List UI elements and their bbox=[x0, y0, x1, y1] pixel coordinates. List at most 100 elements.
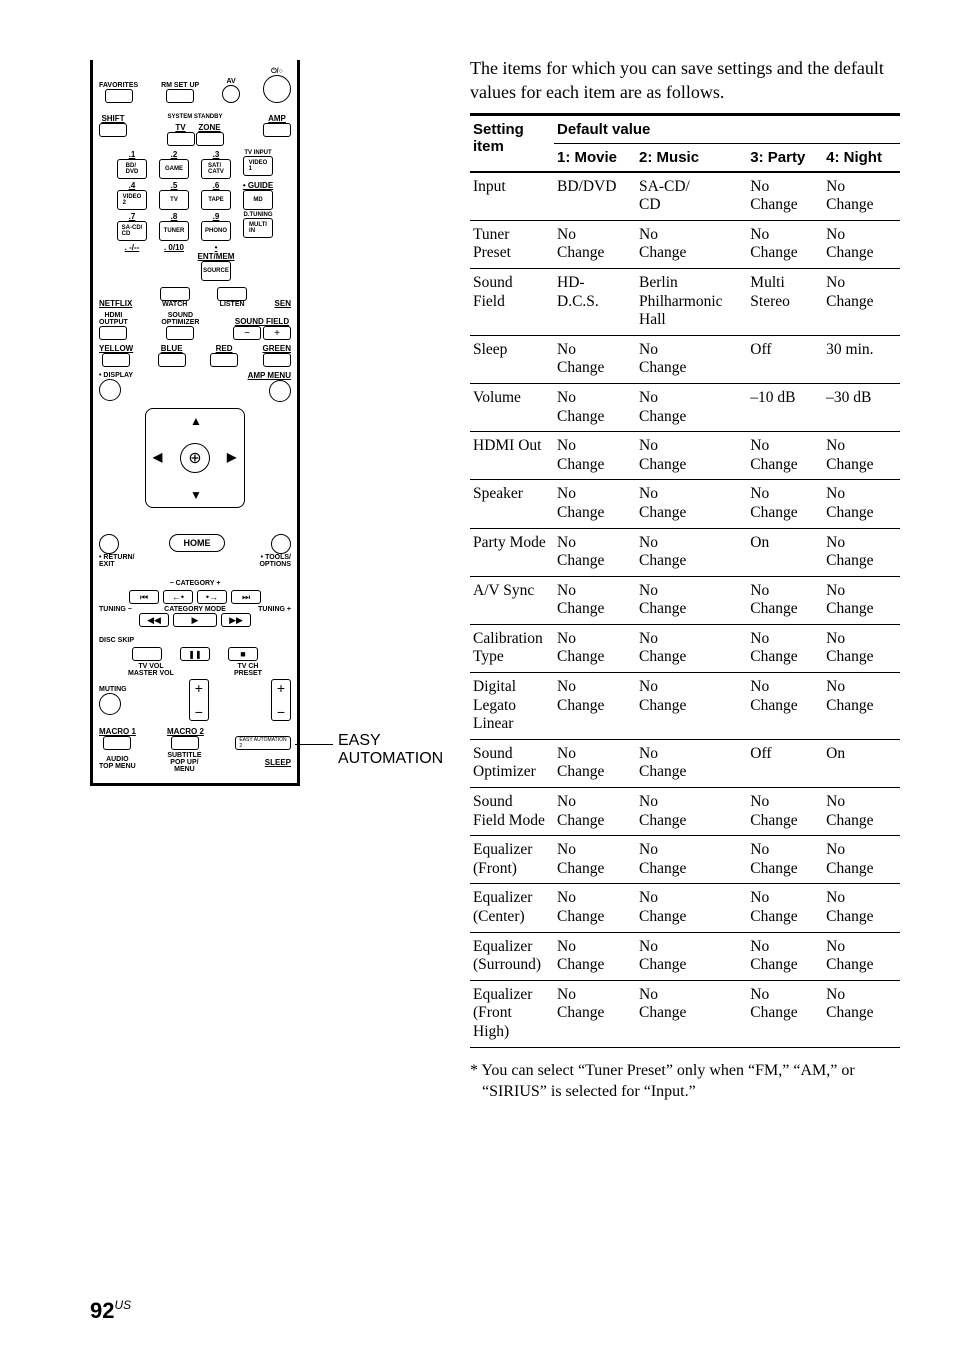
power-button bbox=[263, 75, 291, 103]
table-row: Tuner PresetNo ChangeNo ChangeNo ChangeN… bbox=[470, 220, 900, 268]
table-row: HDMI OutNo ChangeNo ChangeNo ChangeNo Ch… bbox=[470, 432, 900, 480]
listen-button bbox=[217, 287, 247, 301]
numpad-cell: . 0/10 bbox=[154, 243, 194, 281]
page-number: 92US bbox=[90, 1298, 131, 1324]
value-cell: No Change bbox=[747, 480, 823, 528]
table-row: Sound FieldHD- D.C.S.Berlin Philharmonic… bbox=[470, 268, 900, 335]
tools-button bbox=[271, 534, 291, 554]
numpad-cell: .3SAT/ CATV bbox=[196, 150, 236, 179]
tv-button bbox=[167, 132, 195, 146]
numpad-cell: .5TV bbox=[154, 181, 194, 210]
setting-item-cell: Party Mode bbox=[470, 528, 554, 576]
muting-button bbox=[99, 693, 121, 715]
value-cell: BD/DVD bbox=[554, 172, 636, 221]
setting-item-cell: Volume bbox=[470, 383, 554, 431]
col-group-header: Default value bbox=[554, 114, 900, 143]
numpad-button: VIDEO 1 bbox=[243, 156, 273, 176]
numpad-cell bbox=[238, 243, 278, 281]
value-cell: Off bbox=[747, 335, 823, 383]
value-cell: No Change bbox=[823, 172, 900, 221]
hdmi-output-button bbox=[99, 326, 127, 340]
numpad-cell: .2GAME bbox=[154, 150, 194, 179]
stop-button: ■ bbox=[228, 647, 258, 661]
value-cell: No Change bbox=[823, 673, 900, 740]
number-grid: .1BD/ DVD.2GAME.3SAT/ CATVTV INPUTVIDEO … bbox=[99, 150, 291, 281]
rm-setup-button bbox=[166, 89, 194, 103]
green-button bbox=[263, 353, 291, 367]
value-cell: No Change bbox=[636, 335, 747, 383]
dpad: ▲ ▼ ◀ ▶ ⊕ bbox=[135, 408, 255, 528]
value-cell: On bbox=[823, 739, 900, 787]
table-row: Equalizer (Center)No ChangeNo ChangeNo C… bbox=[470, 884, 900, 932]
numpad-button: MULTI IN bbox=[243, 218, 273, 238]
value-cell: SA-CD/ CD bbox=[636, 172, 747, 221]
value-cell: No Change bbox=[747, 172, 823, 221]
numpad-button: BD/ DVD bbox=[117, 159, 147, 179]
value-cell: No Change bbox=[823, 884, 900, 932]
value-cell: –30 dB bbox=[823, 383, 900, 431]
numpad-button: MD bbox=[243, 190, 273, 210]
value-cell: No Change bbox=[636, 673, 747, 740]
value-cell: No Change bbox=[747, 432, 823, 480]
value-cell: No Change bbox=[823, 624, 900, 672]
value-cell: No Change bbox=[823, 528, 900, 576]
value-cell: No Change bbox=[636, 432, 747, 480]
ffwd-button: ▶▶ bbox=[221, 613, 251, 627]
watch-button bbox=[160, 287, 190, 301]
value-cell: No Change bbox=[823, 268, 900, 335]
setting-item-cell: Equalizer (Center) bbox=[470, 884, 554, 932]
dpad-center-button: ⊕ bbox=[180, 443, 210, 473]
display-button bbox=[99, 379, 121, 401]
table-row: SleepNo ChangeNo ChangeOff30 min. bbox=[470, 335, 900, 383]
value-cell: No Change bbox=[823, 576, 900, 624]
numpad-button: PHONO bbox=[201, 221, 231, 241]
value-cell: No Change bbox=[747, 220, 823, 268]
value-cell: No Change bbox=[747, 836, 823, 884]
value-cell: No Change bbox=[823, 980, 900, 1047]
value-cell: No Change bbox=[823, 836, 900, 884]
blue-button bbox=[158, 353, 186, 367]
numpad-cell: .4VIDEO 2 bbox=[112, 181, 152, 210]
table-row: Equalizer (Front High)No ChangeNo Change… bbox=[470, 980, 900, 1047]
dpad-up-icon: ▲ bbox=[190, 414, 202, 428]
numpad-cell: .7SA-CD/ CD bbox=[112, 212, 152, 241]
value-cell: No Change bbox=[747, 673, 823, 740]
setting-item-cell: Equalizer (Front High) bbox=[470, 980, 554, 1047]
skip-prev-button: ⏮ bbox=[129, 590, 159, 604]
setting-item-cell: Sound Optimizer bbox=[470, 739, 554, 787]
value-cell: No Change bbox=[636, 884, 747, 932]
yellow-button bbox=[102, 353, 130, 367]
value-cell: No Change bbox=[554, 932, 636, 980]
value-cell: No Change bbox=[823, 932, 900, 980]
value-cell: No Change bbox=[747, 932, 823, 980]
numpad-button: TV bbox=[159, 190, 189, 210]
sound-optimizer-button bbox=[166, 326, 194, 340]
value-cell: No Change bbox=[823, 480, 900, 528]
value-cell: No Change bbox=[747, 788, 823, 836]
value-cell: HD- D.C.S. bbox=[554, 268, 636, 335]
zone-button bbox=[196, 132, 224, 146]
remote-illustration: FAVORITES RM SET UP AV ⏻/○ SHIFT bbox=[90, 60, 300, 786]
label: RM SET UP bbox=[161, 82, 199, 89]
value-cell: No Change bbox=[823, 220, 900, 268]
numpad-button: GAME bbox=[159, 159, 189, 179]
value-cell: No Change bbox=[636, 576, 747, 624]
value-cell: No Change bbox=[747, 576, 823, 624]
favorites-button bbox=[105, 89, 133, 103]
table-row: Calibration TypeNo ChangeNo ChangeNo Cha… bbox=[470, 624, 900, 672]
value-cell: No Change bbox=[636, 624, 747, 672]
setting-item-cell: Sound Field Mode bbox=[470, 788, 554, 836]
value-cell: No Change bbox=[554, 220, 636, 268]
red-button bbox=[210, 353, 238, 367]
play-button: ▶ bbox=[173, 613, 217, 627]
value-cell: No Change bbox=[554, 884, 636, 932]
value-cell: No Change bbox=[823, 788, 900, 836]
numpad-cell: • GUIDEMD bbox=[238, 181, 278, 210]
setting-item-cell: Digital Legato Linear bbox=[470, 673, 554, 740]
setting-item-cell: Calibration Type bbox=[470, 624, 554, 672]
value-cell: No Change bbox=[554, 788, 636, 836]
setting-item-cell: Sound Field bbox=[470, 268, 554, 335]
dpad-right-icon: ▶ bbox=[227, 450, 236, 464]
value-cell: No Change bbox=[554, 739, 636, 787]
value-cell: No Change bbox=[554, 836, 636, 884]
